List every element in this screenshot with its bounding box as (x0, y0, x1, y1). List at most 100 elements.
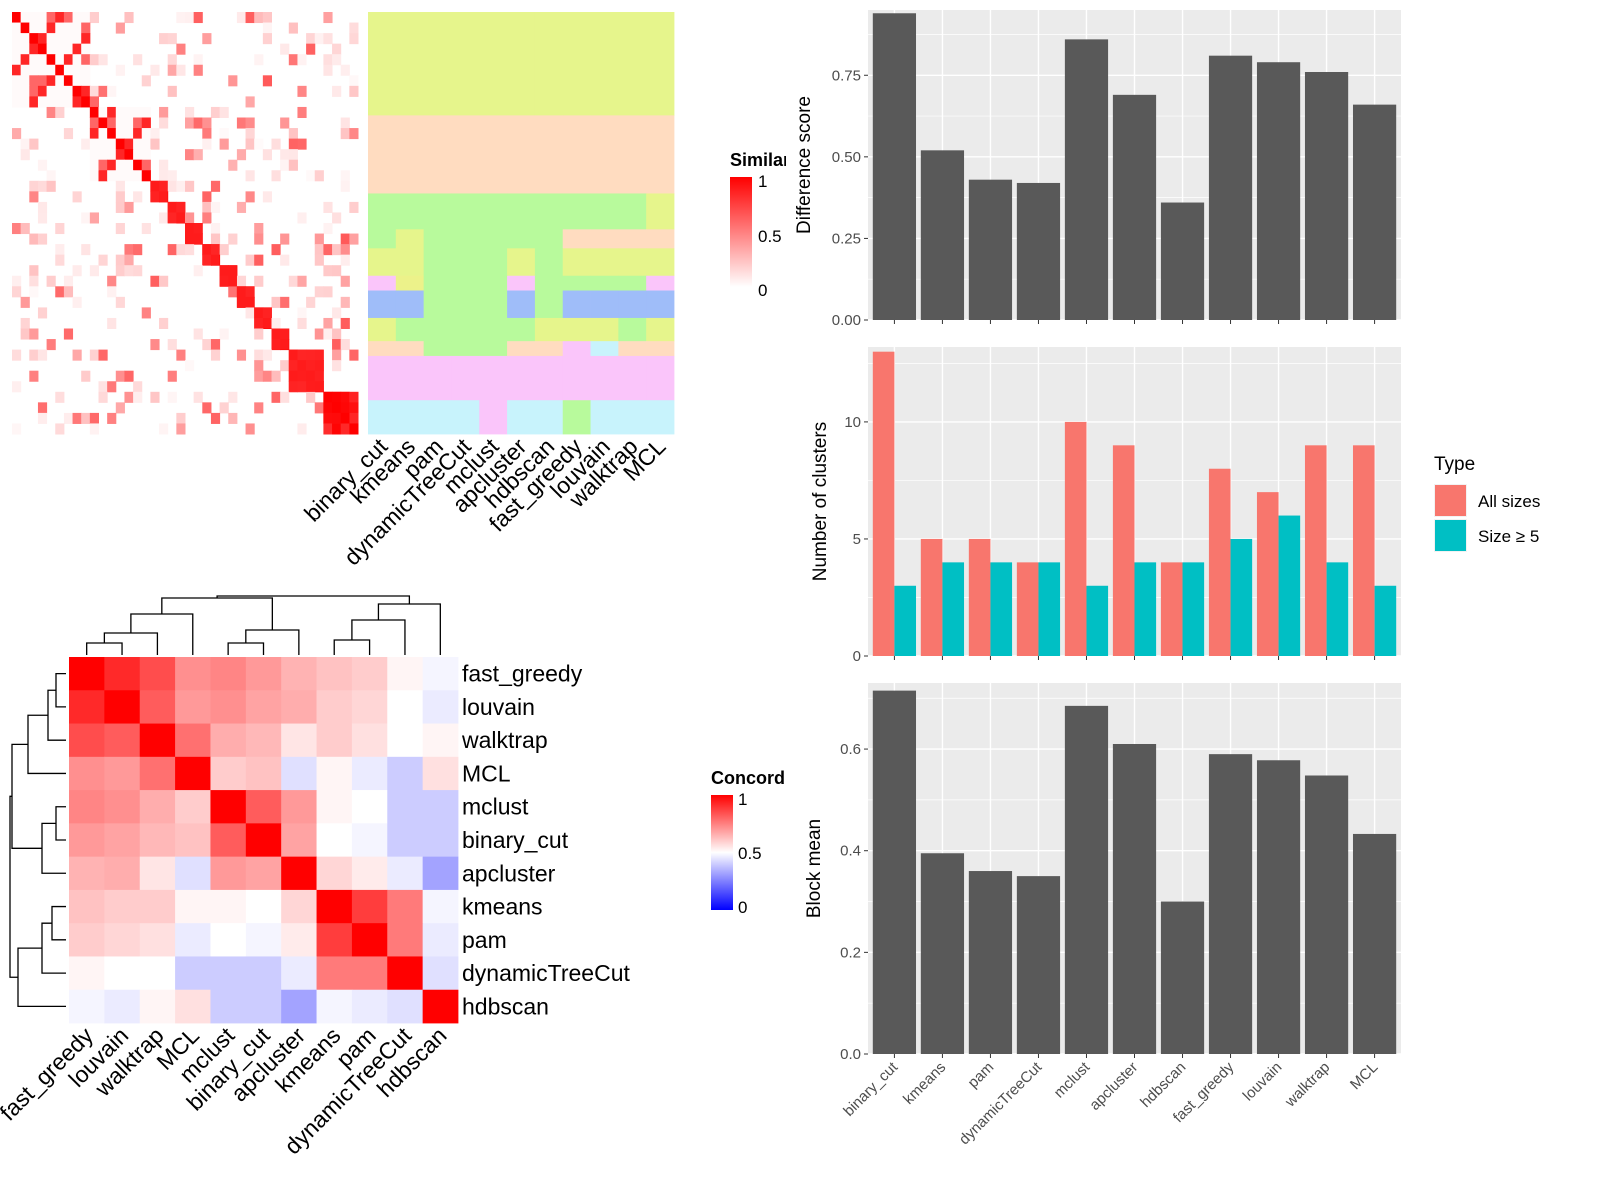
annotation-cell (507, 229, 536, 249)
annotation-cell (646, 400, 675, 435)
similarity-cell (288, 275, 298, 287)
bar-all-sizes (1352, 445, 1375, 656)
similarity-cell (115, 223, 125, 235)
concordance-legend-tick: 1 (738, 790, 747, 809)
annotation-cell (534, 341, 564, 357)
bar (1352, 833, 1397, 1054)
similarity-cell (98, 381, 108, 393)
concordance-cell (351, 823, 388, 858)
similarity-cell (176, 12, 186, 24)
similarity-cell (46, 339, 56, 351)
similarity-cell (55, 43, 65, 55)
similarity-cell (37, 201, 48, 213)
concordance-cell (316, 723, 353, 758)
dendro-branch (41, 822, 66, 874)
annotation-cell (451, 400, 480, 435)
concordance-cell (69, 856, 105, 891)
similarity-cell (63, 286, 74, 298)
similarity-cell (72, 412, 82, 424)
similarity-cell (306, 391, 316, 403)
concordance-cell (422, 790, 459, 824)
annotation-cell (368, 290, 397, 319)
concordance-cell (104, 956, 141, 991)
similarity-cell (236, 12, 247, 24)
bar (1352, 104, 1397, 320)
similarity-cell (37, 33, 48, 45)
similarity-cell (89, 85, 99, 97)
annotation-cell (395, 317, 425, 342)
similarity-cell (340, 128, 350, 140)
annotation-cell (451, 317, 480, 342)
similarity-cell (167, 64, 177, 76)
similarity-cell (323, 286, 333, 298)
similarity-cell (29, 12, 39, 24)
annotation-cell (368, 400, 397, 435)
similarity-cell (262, 75, 272, 87)
similarity-cell (46, 85, 56, 97)
similarity-cell (37, 54, 48, 66)
concordance-cell (281, 723, 317, 758)
concordance-cell (139, 923, 176, 957)
similarity-cell (12, 43, 22, 55)
similarity-cell (210, 412, 221, 424)
concordance-cell (245, 956, 282, 991)
similarity-cell (323, 317, 333, 329)
similarity-cell (167, 170, 177, 182)
similarity-cell (55, 12, 65, 24)
annotation-cell (395, 355, 425, 401)
similarity-cell (202, 339, 212, 351)
similarity-cell (323, 64, 333, 76)
concordance-cell (69, 690, 105, 724)
concordance-cell (139, 956, 176, 991)
similarity-cell (228, 286, 238, 298)
similarity-cell (349, 33, 359, 45)
dendro-branch (51, 905, 66, 941)
similarity-cell (262, 191, 272, 203)
dendro-branch (333, 639, 371, 655)
similarity-cell (141, 170, 151, 182)
annotation-cell (507, 290, 536, 319)
concordance-cell (104, 723, 141, 758)
similarity-cell (245, 117, 255, 129)
similarity-cell (176, 423, 186, 435)
concordance-cell (175, 756, 211, 791)
concordance-cell (139, 856, 176, 891)
similarity-cell (210, 233, 221, 245)
similarity-cell (236, 349, 247, 361)
similarity-cell (332, 85, 342, 97)
similarity-cell (141, 128, 151, 140)
similarity-cell (271, 370, 281, 382)
annotation-cell (479, 355, 508, 401)
annotation-cell (562, 229, 591, 249)
similarity-cell (176, 244, 186, 256)
bar (1208, 754, 1253, 1054)
similarity-cell (176, 412, 186, 424)
concordance-cell (245, 756, 282, 791)
similarity-cell (210, 180, 221, 192)
similarity-cell (262, 33, 272, 45)
concordance-cell (175, 856, 211, 891)
similarity-cell (55, 423, 65, 435)
bar-all-sizes (968, 538, 991, 656)
similarity-legend-tick: 0 (758, 281, 767, 300)
annotation-cell (423, 290, 452, 319)
annotation-cell (423, 115, 452, 194)
similarity-cell (89, 412, 99, 424)
concordance-cell (175, 923, 211, 957)
similarity-cell (193, 12, 203, 24)
similarity-cell (167, 180, 177, 192)
annotation-cell (423, 275, 452, 291)
similarity-cell (349, 22, 359, 34)
similarity-cell (115, 64, 125, 76)
similarity-cell (81, 22, 91, 34)
concordance-cell (210, 889, 247, 924)
concordance-cell (175, 790, 211, 824)
concordance-legend-tick: 0.5 (738, 844, 762, 863)
similarity-cell (245, 191, 255, 203)
concordance-cell (175, 889, 211, 924)
similarity-cell (124, 370, 134, 382)
concordance-cell (104, 923, 141, 957)
similarity-colorbar (730, 177, 752, 287)
similarity-cell (133, 159, 143, 171)
